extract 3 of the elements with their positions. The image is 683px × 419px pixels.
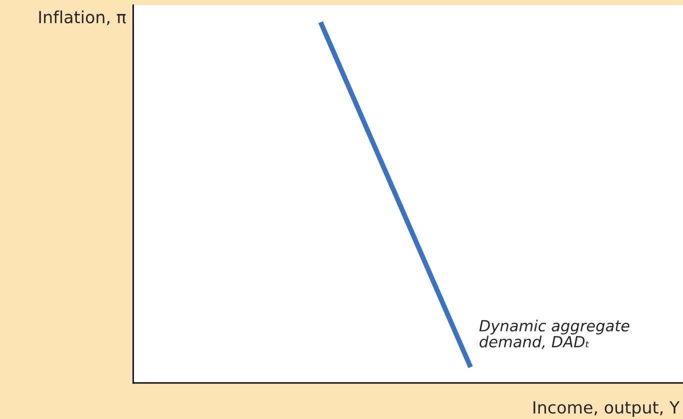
annotation: Dynamic aggregate demand, DADₜ — [479, 320, 630, 350]
x-axis-title: Income, output, Y — [534, 401, 680, 417]
y-axis-title: Inflation, π — [39, 10, 126, 26]
